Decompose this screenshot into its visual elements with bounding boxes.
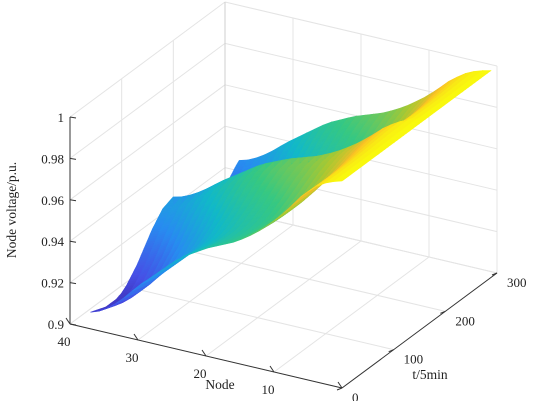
grid-line xyxy=(205,240,362,357)
y-tick-mark xyxy=(388,349,394,353)
z-tick-label: 0.9 xyxy=(48,317,64,332)
y-tick-label: 200 xyxy=(455,313,475,328)
x-tick-label: 20 xyxy=(194,366,207,381)
x-tick-mark xyxy=(269,365,275,373)
grid-line xyxy=(69,1,226,118)
x-tick-label: 0 xyxy=(333,398,340,401)
x-tick-mark xyxy=(133,333,139,341)
grid-line xyxy=(69,84,226,201)
y-tick-label: 0 xyxy=(352,390,359,401)
z-tick-mark xyxy=(69,282,77,285)
grid-line xyxy=(69,42,226,159)
grid-line xyxy=(273,256,430,373)
surface-patch xyxy=(480,70,492,72)
x-tick-label: 40 xyxy=(58,334,71,349)
z-tick-label: 0.98 xyxy=(41,151,64,166)
x-tick-mark xyxy=(65,317,71,325)
x-tick-mark xyxy=(337,381,343,389)
grid-line xyxy=(137,224,294,341)
x-tick-label: 30 xyxy=(126,350,139,365)
z-axis-label: Node voltage/p.u. xyxy=(4,162,19,258)
axis-ticks: 40302010001002003000.90.920.940.960.981 xyxy=(41,110,526,401)
z-tick-label: 0.92 xyxy=(41,276,64,291)
z-tick-label: 0.94 xyxy=(41,234,64,249)
grid-line xyxy=(69,167,226,284)
surface-patch xyxy=(237,159,249,163)
z-tick-label: 1 xyxy=(58,110,65,125)
z-tick-mark xyxy=(69,323,77,326)
z-tick-label: 0.96 xyxy=(41,193,64,208)
grid-line xyxy=(69,125,226,242)
y-tick-mark xyxy=(336,387,343,391)
z-tick-mark xyxy=(69,157,77,160)
x-tick-label: 10 xyxy=(262,382,275,397)
z-tick-mark xyxy=(69,199,77,202)
y-axis-label: t/5min xyxy=(412,367,448,382)
voltage-surface xyxy=(90,70,492,313)
z-tick-mark xyxy=(69,116,77,119)
y-tick-mark xyxy=(491,272,498,276)
z-tick-mark xyxy=(69,240,77,243)
x-axis-label: Node xyxy=(205,377,234,392)
y-tick-mark xyxy=(440,310,446,314)
y-tick-label: 300 xyxy=(507,275,527,290)
x-tick-mark xyxy=(201,349,207,357)
y-axis-line xyxy=(341,272,498,389)
y-tick-label: 100 xyxy=(404,352,424,367)
